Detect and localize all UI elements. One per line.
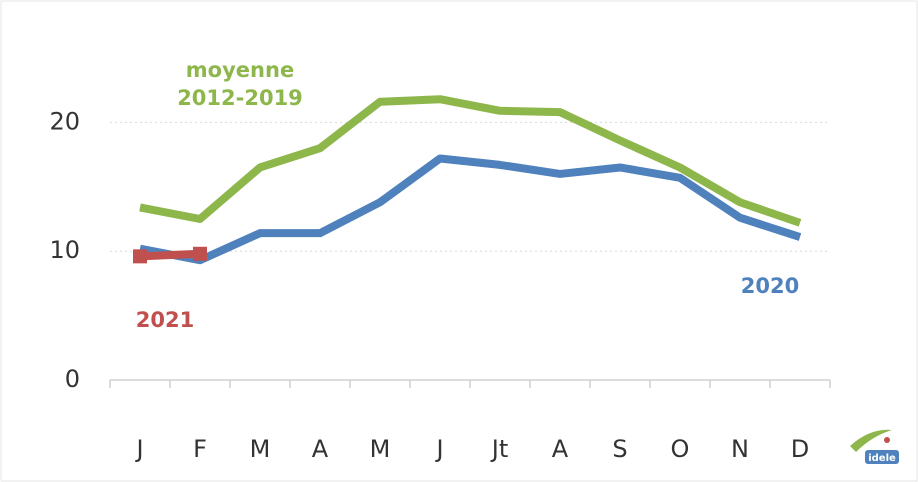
point-marker [133, 249, 147, 264]
series-label: 2021 [135, 308, 195, 332]
y-tick-label: 0 [65, 365, 80, 393]
series-label: 2020 [740, 274, 800, 298]
y-tick-label: 20 [49, 107, 80, 135]
x-tick-label: M [370, 435, 391, 463]
x-tick-label: A [552, 435, 569, 463]
logo-icon [850, 429, 899, 464]
x-tick-label: D [791, 435, 809, 463]
series-label: moyenne 2012-2019 [177, 58, 303, 110]
series-line [139, 154, 802, 265]
y-tick-label: 10 [49, 236, 80, 264]
x-tick-label: J [134, 435, 143, 463]
x-tick-label: A [312, 435, 329, 463]
point-marker [193, 246, 207, 261]
x-tick-label: O [671, 435, 690, 463]
x-tick-label: F [193, 435, 207, 463]
logo-text: idele [868, 453, 896, 464]
x-tick-label: S [612, 435, 627, 463]
series-line [139, 249, 201, 261]
x-tick-label: Jt [490, 435, 509, 463]
x-tick-label: M [250, 435, 271, 463]
x-tick-label: N [731, 435, 749, 463]
x-tick-label: J [434, 435, 443, 463]
series-line [139, 95, 802, 227]
